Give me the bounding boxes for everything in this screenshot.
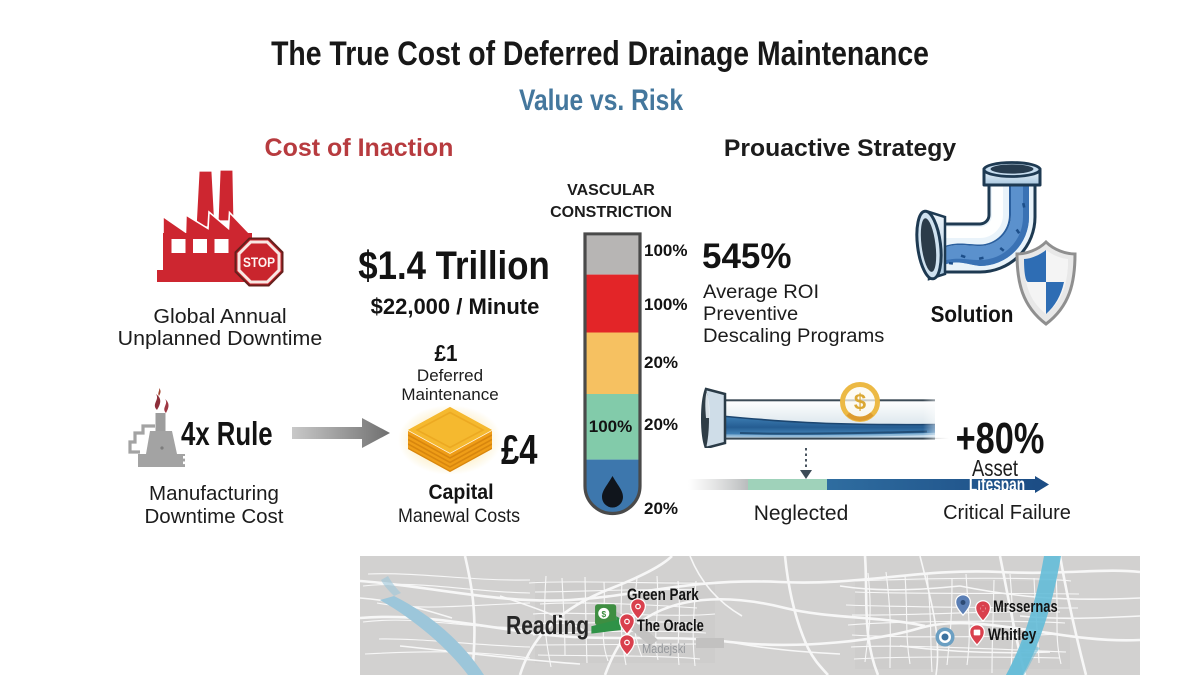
svg-text:$: $ [601, 610, 606, 619]
svg-text:STOP: STOP [243, 254, 276, 270]
svg-text:$: $ [854, 390, 866, 415]
